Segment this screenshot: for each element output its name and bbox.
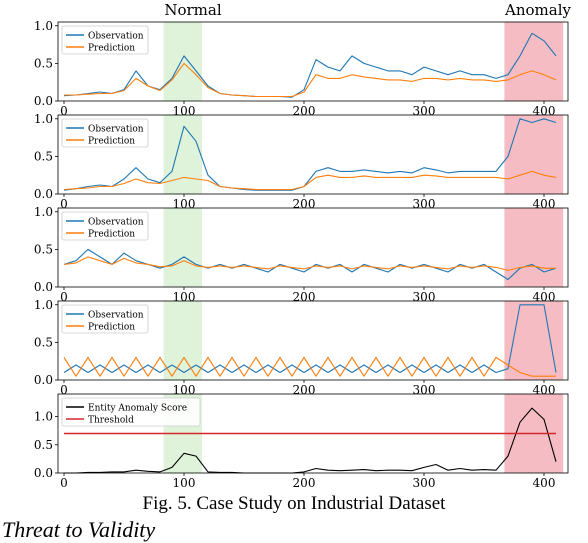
- legend-entry: Prediction: [88, 137, 135, 147]
- x-tick-label: 400: [533, 104, 556, 118]
- legend-entry: Observation: [88, 218, 144, 228]
- chart-panel-3: 0 100 200 300 400 0.0 0.5 1.0 Observation Predict…: [34, 205, 569, 304]
- y-tick-label: 0.0: [34, 94, 53, 108]
- x-tick-label: 100: [173, 197, 196, 211]
- x-tick-label: 0: [60, 383, 68, 397]
- observation-line: [63, 248, 557, 281]
- x-tick-label: 200: [293, 197, 316, 211]
- observation-line: [63, 304, 557, 374]
- x-tick-label: 300: [413, 383, 436, 397]
- x-tick-label: 0: [60, 104, 68, 118]
- normal-region-band: [163, 22, 202, 101]
- y-tick-label: 1.0: [34, 112, 53, 126]
- legend-box: [61, 397, 201, 427]
- chart-panel-2: 0 100 200 300 400 0.0 0.5 1.0 Observation Predict…: [34, 112, 569, 211]
- x-tick-label: 400: [533, 290, 556, 304]
- x-tick-label: 0: [60, 290, 68, 304]
- chart-panel-4: 0 100 200 300 400 0.0 0.5 1.0 Observation Predict…: [34, 298, 569, 397]
- x-tick-label: 300: [413, 104, 436, 118]
- legend-entry: Prediction: [88, 230, 135, 240]
- y-tick-label: 0.0: [34, 373, 53, 387]
- legend-entry: Prediction: [88, 44, 135, 54]
- x-tick-label: 100: [173, 290, 196, 304]
- legend-entry: Prediction: [88, 323, 135, 333]
- observation-line: [63, 32, 557, 98]
- x-tick-label: 300: [413, 476, 436, 490]
- y-tick-label: 1.0: [34, 19, 53, 33]
- y-tick-label: 0.5: [34, 56, 53, 70]
- chart-panel-1: 0 100 200 300 400 0.0 0.5 1.0 Observation Predict…: [34, 19, 569, 118]
- x-tick-label: 200: [293, 383, 316, 397]
- axes-frame: [57, 21, 569, 102]
- x-tick-label: 100: [173, 476, 196, 490]
- section-heading: Threat to Validity: [2, 517, 156, 542]
- y-tick-label: 1.0: [34, 410, 53, 424]
- y-tick-label: 0.5: [34, 438, 53, 452]
- normal-region-band: [163, 301, 202, 380]
- axes-frame: [57, 207, 569, 288]
- y-tick-label: 0.0: [34, 187, 53, 201]
- x-tick-label: 100: [173, 383, 196, 397]
- legend-entry: Threshold: [88, 416, 134, 426]
- y-tick-label: 0.5: [34, 149, 53, 163]
- legend-entry: Observation: [88, 311, 144, 321]
- y-tick-label: 1.0: [34, 298, 53, 312]
- x-tick-label: 400: [533, 383, 556, 397]
- y-tick-label: 0.0: [34, 280, 53, 294]
- chart-panel-5: 0 100 200 300 400 0.0 0.5 1.0 Entity Anomaly Sco…: [34, 393, 569, 490]
- y-tick-label: 1.0: [34, 205, 53, 219]
- normal-region-band: [163, 115, 202, 194]
- x-tick-label: 200: [293, 104, 316, 118]
- anomaly-region-band: [504, 115, 564, 194]
- anomaly-region-band: [504, 301, 564, 380]
- x-tick-label: 200: [293, 290, 316, 304]
- axes-frame: [57, 393, 569, 474]
- x-tick-label: 400: [533, 476, 556, 490]
- legend-entry: Observation: [88, 32, 144, 42]
- x-tick-label: 100: [173, 104, 196, 118]
- x-tick-label: 200: [293, 476, 316, 490]
- x-tick-label: 300: [413, 197, 436, 211]
- entity-anomaly-score-line: [64, 407, 557, 474]
- observation-line: [63, 118, 557, 191]
- legend-entry: Entity Anomaly Score: [88, 404, 187, 414]
- x-tick-label: 0: [60, 476, 68, 490]
- x-tick-label: 400: [533, 197, 556, 211]
- normal-region-band: [163, 208, 202, 287]
- y-tick-label: 0.5: [34, 242, 53, 256]
- y-tick-label: 0.5: [34, 335, 53, 349]
- axes-frame: [57, 114, 569, 195]
- figure-caption: Fig. 5. Case Study on Industrial Dataset: [142, 493, 446, 514]
- prediction-line: [63, 356, 556, 377]
- x-tick-label: 0: [60, 197, 68, 211]
- x-tick-label: 300: [413, 290, 436, 304]
- y-tick-label: 0.0: [34, 466, 53, 480]
- anomaly-region-label: Anomaly: [504, 1, 571, 19]
- prediction-line: [63, 170, 557, 191]
- axes-frame: [57, 300, 569, 381]
- legend-entry: Observation: [88, 125, 144, 135]
- anomaly-region-band: [504, 22, 564, 101]
- prediction-line: [64, 62, 557, 98]
- prediction-line: [63, 256, 556, 271]
- normal-region-label: Normal: [164, 1, 221, 19]
